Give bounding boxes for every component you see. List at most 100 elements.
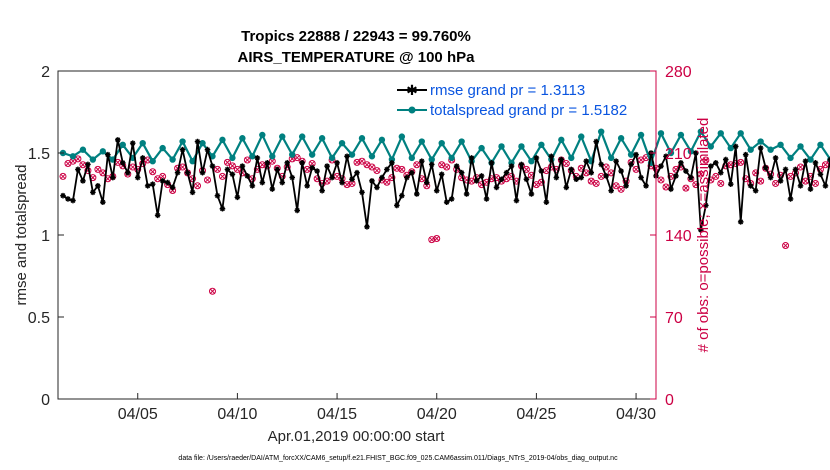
rmse-point: [663, 153, 669, 160]
obs-point: [433, 235, 441, 243]
spread-point: [318, 135, 326, 142]
rmse-point: [364, 224, 370, 230]
obs-point: [293, 154, 301, 162]
rmse-point: [244, 173, 251, 179]
rmse-point: [324, 163, 330, 169]
rmse-point: [374, 184, 380, 191]
spread-point: [69, 153, 77, 160]
spread-point: [358, 135, 366, 142]
rmse-point: [722, 156, 729, 163]
spread-point: [597, 128, 605, 135]
spread-point: [229, 154, 236, 162]
obs-possible-marker: [59, 172, 67, 180]
rmse-point: [119, 160, 126, 166]
spread-point: [428, 156, 435, 163]
obs-assimilated-marker: [598, 173, 605, 180]
rmse-point: [493, 184, 500, 191]
obs-assimilated-marker: [209, 288, 216, 295]
rmse-point: [194, 138, 201, 145]
rmse-point: [239, 163, 246, 169]
obs-assimilated-marker: [737, 159, 744, 166]
rmse-point: [100, 199, 106, 205]
rmse-point: [762, 164, 769, 171]
rmse-point: [797, 183, 804, 189]
rmse-point: [294, 207, 300, 214]
rmse-point: [643, 183, 649, 189]
rmse-point: [598, 161, 604, 168]
spread-point: [418, 138, 425, 145]
obs-point: [612, 182, 620, 190]
x-axis-label: Apr.01,2019 00:00:00 start: [268, 428, 446, 445]
obs-possible-marker: [562, 160, 570, 168]
obs-possible-marker: [612, 182, 620, 190]
legend-spread-marker: [408, 106, 416, 114]
rmse-point: [683, 168, 689, 174]
obs-assimilated-marker: [782, 242, 789, 249]
obs-assimilated-marker: [433, 235, 440, 242]
obs-assimilated-marker: [603, 164, 610, 170]
rmse-point: [110, 174, 116, 181]
obs-assimilated-marker: [717, 180, 724, 187]
rmse-point: [658, 163, 664, 169]
rmse-point: [144, 183, 151, 189]
y-tick-label-right: 280: [665, 64, 692, 81]
obs-possible-marker: [692, 181, 700, 189]
rmse-point: [369, 178, 375, 184]
rmse-point: [822, 183, 829, 189]
rmse-point: [568, 166, 575, 173]
legend-rmse-label: rmse grand pr = 1.3113: [430, 82, 585, 99]
obs-assimilated-marker: [214, 166, 221, 173]
obs-assimilated-marker: [324, 178, 330, 184]
rmse-point: [269, 186, 276, 192]
rmse-point: [149, 181, 156, 187]
obs-point: [702, 156, 710, 164]
rmse-point: [458, 169, 465, 176]
rmse-point: [742, 151, 749, 158]
rmse-point: [134, 174, 141, 181]
rmse-point: [463, 191, 470, 197]
obs-possible-marker: [413, 161, 421, 169]
rmse-point: [70, 197, 76, 204]
obs-assimilated-marker: [468, 178, 475, 184]
rmse-point: [693, 150, 699, 156]
rmse-point: [359, 189, 365, 196]
obs-assimilated-marker: [812, 180, 819, 187]
obs-assimilated-marker: [369, 164, 375, 170]
x-tick-label: 04/20: [417, 406, 457, 423]
rmse-point: [414, 191, 420, 197]
spread-point: [528, 158, 535, 165]
spread-point: [767, 146, 774, 153]
obs-point: [94, 165, 102, 173]
rmse-point: [339, 179, 345, 186]
obs-point: [323, 177, 331, 185]
rmse-point: [399, 192, 405, 199]
spread-point: [249, 153, 256, 160]
rmse-point: [802, 158, 809, 164]
rmse-point: [65, 196, 71, 202]
y-tick-label: 1.5: [28, 146, 50, 163]
obs-assimilated-marker: [797, 164, 804, 170]
spread-series: [59, 128, 830, 167]
obs-possible-marker: [313, 175, 321, 183]
spread-point: [298, 133, 306, 140]
spread-point: [538, 141, 545, 148]
spread-point: [179, 138, 186, 145]
spread-point: [817, 141, 824, 148]
rmse-point: [418, 158, 425, 164]
rmse-point: [518, 161, 525, 168]
rmse-point: [105, 151, 111, 158]
obs-point: [74, 155, 82, 163]
rmse-point: [90, 189, 96, 196]
spread-point: [139, 139, 146, 147]
spread-point: [568, 154, 575, 162]
y-tick-label-right: 70: [665, 310, 683, 327]
rmse-point: [478, 173, 485, 179]
obs-assimilated-marker: [149, 168, 156, 175]
rmse-point: [623, 183, 629, 189]
obs-possible-marker: [218, 172, 226, 180]
rmse-point: [199, 169, 206, 176]
spread-point: [757, 138, 764, 145]
rmse-point: [409, 169, 415, 176]
rmse-point: [184, 169, 191, 176]
obs-assimilated-marker: [683, 185, 689, 191]
